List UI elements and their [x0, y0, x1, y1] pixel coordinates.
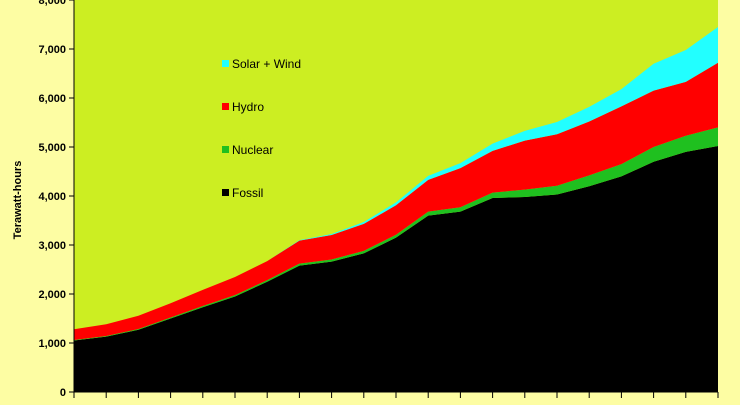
y-axis: 0 1,000 2,000 3,000 4,000 5,000 6,000 7,000 8,00…: [38, 0, 75, 399]
area-fossil: [74, 146, 718, 392]
legend-swatch: [222, 146, 229, 153]
y-tick-label: 8,000: [38, 0, 66, 7]
y-tick-label: 4,000: [38, 191, 66, 203]
legend-label: Hydro: [232, 100, 264, 114]
y-tick-label: 7,000: [38, 44, 66, 56]
legend-label: Fossil: [232, 186, 263, 200]
y-tick-label: 0: [60, 387, 66, 399]
area-nuclear: [74, 127, 718, 341]
legend-label: Solar + Wind: [232, 57, 301, 71]
y-tick-label: 2,000: [38, 289, 66, 301]
legend-swatch: [222, 189, 229, 196]
y-tick-label: 6,000: [38, 93, 66, 105]
legend-swatch: [222, 60, 229, 67]
y-tick-label: 5,000: [38, 142, 66, 154]
legend-swatch: [222, 103, 229, 110]
y-axis-label: Terawatt-hours: [12, 161, 24, 240]
legend: Solar + Wind Hydro Nuclear Fossil: [222, 57, 301, 200]
y-tick-label: 1,000: [38, 338, 66, 350]
series-areas: [74, 26, 718, 392]
x-axis: [73, 391, 719, 398]
y-tick-label: 3,000: [38, 240, 66, 252]
legend-label: Nuclear: [232, 143, 273, 157]
